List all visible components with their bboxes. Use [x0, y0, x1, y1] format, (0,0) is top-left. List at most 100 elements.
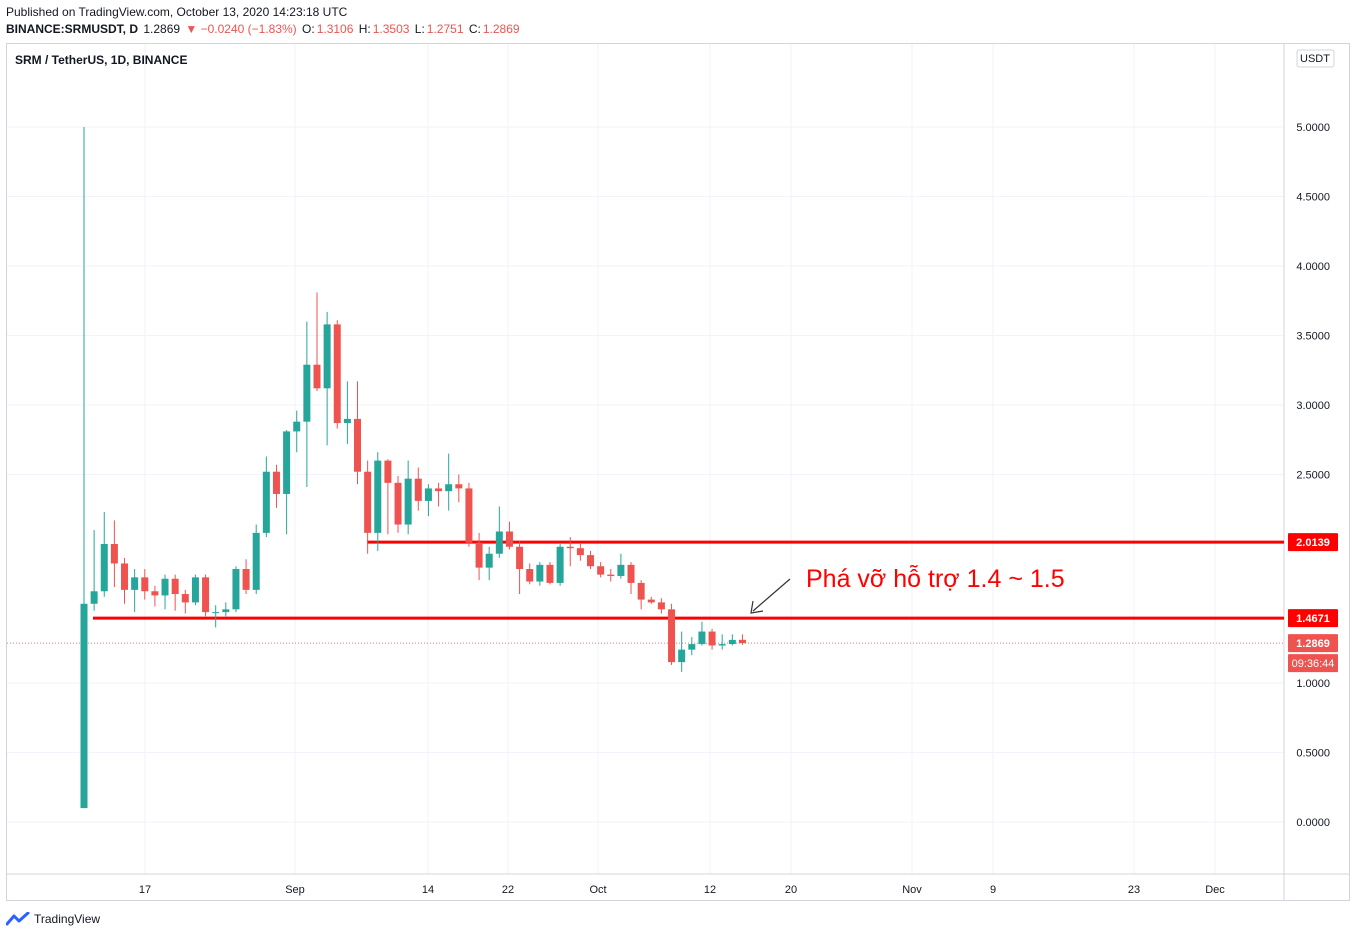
candle-body-up — [728, 639, 736, 645]
resistance-price-label-bg — [1288, 533, 1338, 552]
candle-body-down — [647, 599, 655, 603]
candle-body-down — [202, 577, 210, 613]
candle-body-down — [455, 484, 463, 489]
high-value: 1.3503 — [372, 22, 410, 36]
candle-body-down — [607, 574, 615, 576]
candle-body-up — [252, 532, 260, 590]
candle-body-up — [100, 544, 108, 592]
candle-body-up — [293, 421, 301, 432]
x-tick-label: Nov — [902, 884, 922, 896]
x-tick-label: Dec — [1205, 884, 1225, 896]
candle-body-down — [121, 563, 129, 590]
open-value: 1.3106 — [316, 22, 354, 36]
candle-body-down — [738, 639, 746, 644]
countdown-label: 09:36:44 — [1292, 658, 1335, 670]
x-tick-label: 20 — [785, 884, 797, 896]
candle-body-up — [222, 609, 230, 613]
candle-body-down — [587, 555, 594, 567]
candle-body-down — [354, 418, 362, 472]
y-tick-label: 0.0000 — [1296, 817, 1330, 829]
candle-body-down — [181, 594, 189, 603]
candle-body-down — [505, 531, 513, 547]
price-change: ▼ −0.0240 (−1.83%) — [185, 22, 297, 36]
y-tick-label: 0.5000 — [1296, 748, 1330, 760]
candle-body-up — [161, 578, 169, 596]
candle-body-down — [384, 460, 392, 483]
legend-title: SRM / TetherUS, 1D, BINANCE — [15, 53, 188, 67]
candle-body-up — [556, 546, 564, 583]
candle-body-down — [435, 488, 443, 492]
candle-body-down — [546, 564, 554, 583]
candle-body-up — [718, 644, 726, 646]
last-price-label-bg — [1288, 634, 1338, 653]
candle-body-up — [212, 612, 220, 614]
close-value: 1.2869 — [482, 22, 520, 36]
candle-body-up — [688, 644, 696, 650]
candle-body-down — [414, 478, 422, 501]
chart-frame — [6, 43, 1350, 901]
candle-body-down — [668, 609, 676, 663]
candle-body-down — [465, 488, 473, 543]
candle-body-up — [323, 324, 331, 389]
candle-body-up — [536, 564, 544, 582]
footer-brand-label: TradingView — [34, 912, 101, 926]
candle-body-up — [678, 649, 686, 663]
currency-box — [1296, 49, 1335, 68]
candle-body-down — [141, 577, 149, 592]
candle-body-down — [171, 578, 179, 595]
candle-body-down — [637, 582, 645, 600]
candle-body-down — [526, 569, 534, 582]
candle-body-up — [404, 478, 412, 525]
last-price-label: 1.2869 — [1296, 638, 1330, 650]
low-value: 1.2751 — [426, 22, 464, 36]
x-tick-label: 22 — [502, 884, 514, 896]
candle-body-down — [242, 569, 250, 590]
candle-body-down — [151, 591, 159, 596]
candle-body-down — [627, 564, 635, 583]
candle-body-up — [303, 364, 311, 422]
symbol-label: BINANCE:SRMUSDT, D — [6, 22, 138, 36]
annotation-arrowhead-icon — [750, 600, 764, 614]
x-tick-label: 12 — [704, 884, 716, 896]
candle-body-up — [343, 418, 351, 424]
y-tick-label: 4.0000 — [1296, 261, 1330, 273]
ohlc-header: BINANCE:SRMUSDT, D 1.2869 ▼ −0.0240 (−1.… — [6, 22, 522, 36]
candle-body-down — [708, 631, 716, 646]
y-tick-label: 4.5000 — [1296, 192, 1330, 204]
x-tick-label: 23 — [1128, 884, 1140, 896]
candle-body-up — [191, 577, 199, 603]
candle-body-up — [617, 564, 625, 576]
candle-body-up — [495, 531, 503, 554]
resistance-price-label: 2.0139 — [1296, 537, 1330, 549]
low-label: L: — [414, 22, 425, 36]
y-tick-label: 5.0000 — [1296, 122, 1330, 134]
open-label: O: — [302, 22, 315, 36]
candle-body-down — [313, 364, 321, 389]
tradingview-logo-icon — [6, 912, 30, 926]
candle-body-down — [516, 546, 524, 570]
candle-body-up — [262, 471, 270, 533]
published-note: Published on TradingView.com, October 13… — [6, 5, 348, 19]
candle-body-up — [445, 484, 453, 492]
y-tick-label: 3.5000 — [1296, 331, 1330, 343]
close-label: C: — [468, 22, 481, 36]
y-tick-label: 2.5000 — [1296, 470, 1330, 482]
last-price: 1.2869 — [143, 22, 181, 36]
candle-body-down — [364, 471, 372, 533]
candle-body-down — [576, 548, 584, 556]
x-tick-label: Sep — [285, 884, 305, 896]
countdown-bg — [1288, 654, 1338, 673]
candle-body-down — [657, 602, 665, 610]
x-tick-label: 14 — [422, 884, 434, 896]
candle-body-up — [698, 631, 706, 645]
annotation-arrow-icon — [752, 578, 791, 612]
candle-body-down — [475, 542, 483, 568]
annotation-text: Phá vỡ hỗ trợ 1.4 ~ 1.5 — [806, 564, 1065, 593]
candle-body-up — [80, 603, 88, 809]
currency-label: USDT — [1300, 53, 1330, 65]
candle-body-down — [110, 544, 118, 564]
candle-body-down — [566, 546, 574, 549]
candle-body-down — [272, 471, 280, 494]
y-tick-label: 1.0000 — [1296, 678, 1330, 690]
